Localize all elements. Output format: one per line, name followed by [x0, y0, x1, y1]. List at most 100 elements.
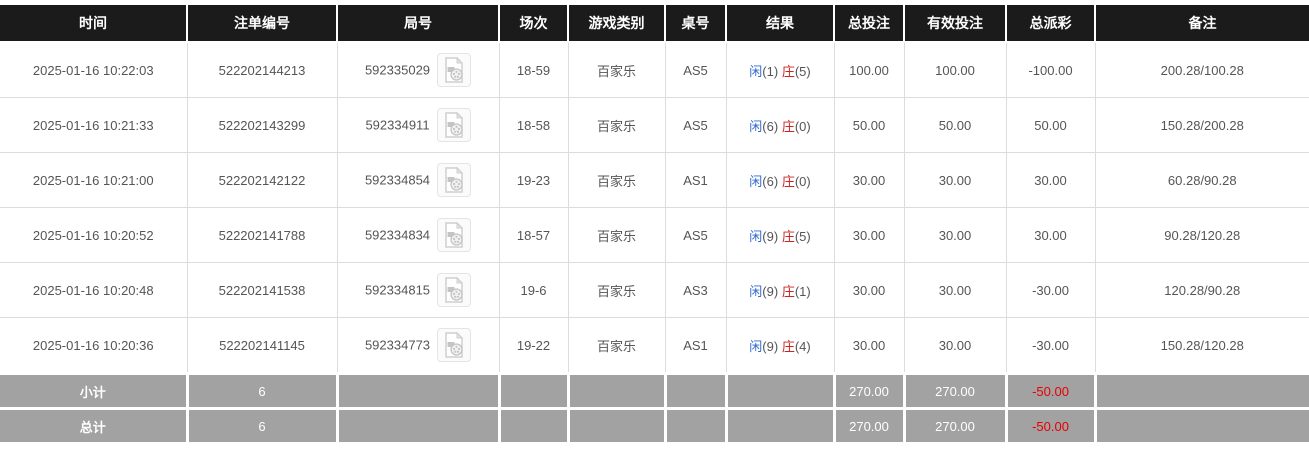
table-row: 2025-01-16 10:21:00 522202142122 5923348… — [0, 152, 1309, 208]
result-player-num: (1) — [762, 63, 779, 79]
result-cell: 闲(6) 庄(0) — [725, 97, 835, 153]
bet-id-cell: 522202144213 — [186, 41, 338, 98]
result-player-label: 闲 — [749, 338, 763, 354]
header-round-no: 局号 — [336, 3, 500, 43]
round-cell: 592334773 — [336, 317, 500, 374]
result-player-label: 闲 — [749, 283, 763, 299]
video-file-icon[interactable] — [437, 218, 472, 252]
total-bet-cell: 30.00 — [833, 317, 905, 374]
remark-cell: 200.28/100.28 — [1094, 41, 1309, 98]
result-player-label: 闲 — [749, 63, 763, 79]
payout-cell: -30.00 — [1005, 317, 1096, 374]
remark-cell: 150.28/200.28 — [1094, 97, 1309, 153]
result-player-num: (9) — [762, 283, 779, 299]
result-banker-num: (5) — [794, 63, 811, 79]
header-row: 时间 注单编号 局号 场次 游戏类别 桌号 结果 总投注 有效投注 总派彩 备注 — [0, 3, 1309, 43]
subtotal-empty — [566, 372, 667, 410]
remark-cell: 120.28/90.28 — [1094, 262, 1309, 318]
result-banker-label: 庄 — [781, 63, 795, 79]
video-file-icon[interactable] — [437, 273, 472, 307]
result-banker-num: (0) — [794, 173, 811, 189]
result-banker-num: (4) — [794, 338, 811, 354]
result-banker-num: (0) — [794, 118, 811, 134]
subtotal-empty — [724, 372, 836, 410]
grand-total-empty — [724, 407, 836, 445]
round-cell: 592334834 — [336, 207, 500, 263]
time-cell: 2025-01-16 10:21:33 — [0, 97, 188, 153]
result-banker-num: (1) — [794, 283, 811, 299]
subtotal-payout: -50.00 — [1004, 372, 1097, 410]
time-cell: 2025-01-16 10:20:48 — [0, 262, 188, 318]
result-banker-label: 庄 — [781, 118, 795, 134]
grand-total-empty — [1093, 407, 1309, 445]
table-body: 2025-01-16 10:22:03 522202144213 5923350… — [0, 41, 1309, 374]
table-no-cell: AS5 — [664, 97, 727, 153]
result-player-label: 闲 — [749, 228, 763, 244]
grand-total-empty — [497, 407, 570, 445]
summary-section: 小计 6 270.00 270.00 -50.00 总计 6 270.00 27… — [0, 372, 1309, 445]
video-file-icon[interactable] — [437, 163, 472, 197]
game-type-cell: 百家乐 — [567, 41, 666, 98]
grand-total-count: 6 — [185, 407, 339, 445]
header-remark: 备注 — [1094, 3, 1309, 43]
result-player-label: 闲 — [749, 173, 763, 189]
round-cell: 592335029 — [336, 41, 500, 98]
round-number: 592334854 — [364, 172, 431, 188]
table-header: 时间 注单编号 局号 场次 游戏类别 桌号 结果 总投注 有效投注 总派彩 备注 — [0, 3, 1309, 43]
table-no-cell: AS3 — [664, 262, 727, 318]
remark-cell: 90.28/120.28 — [1094, 207, 1309, 263]
bet-records-table: 时间 注单编号 局号 场次 游戏类别 桌号 结果 总投注 有效投注 总派彩 备注… — [0, 3, 1309, 445]
bet-id-cell: 522202143299 — [186, 97, 338, 153]
bet-id-cell: 522202141788 — [186, 207, 338, 263]
grand-total-row: 总计 6 270.00 270.00 -50.00 — [0, 407, 1309, 445]
time-cell: 2025-01-16 10:20:36 — [0, 317, 188, 374]
result-player-num: (6) — [762, 173, 779, 189]
result-cell: 闲(9) 庄(4) — [725, 317, 835, 374]
round-number: 592334773 — [364, 337, 431, 353]
game-type-cell: 百家乐 — [567, 207, 666, 263]
subtotal-valid-bet: 270.00 — [902, 372, 1008, 410]
grand-total-label: 总计 — [0, 407, 189, 445]
header-bet-id: 注单编号 — [186, 3, 338, 43]
game-type-cell: 百家乐 — [567, 262, 666, 318]
subtotal-label: 小计 — [0, 372, 189, 410]
subtotal-row: 小计 6 270.00 270.00 -50.00 — [0, 372, 1309, 410]
table-no-cell: AS1 — [664, 152, 727, 208]
round-number: 592334834 — [364, 227, 431, 243]
table-row: 2025-01-16 10:21:33 522202143299 5923349… — [0, 97, 1309, 153]
session-cell: 19-23 — [498, 152, 569, 208]
valid-bet-cell: 30.00 — [903, 207, 1007, 263]
subtotal-empty — [663, 372, 728, 410]
result-banker-label: 庄 — [781, 228, 795, 244]
table-row: 2025-01-16 10:20:48 522202141538 5923348… — [0, 262, 1309, 318]
valid-bet-cell: 30.00 — [903, 317, 1007, 374]
result-cell: 闲(9) 庄(1) — [725, 262, 835, 318]
round-cell: 592334815 — [336, 262, 500, 318]
result-cell: 闲(9) 庄(5) — [725, 207, 835, 263]
grand-total-valid-bet: 270.00 — [902, 407, 1008, 445]
table-no-cell: AS5 — [664, 41, 727, 98]
payout-cell: 30.00 — [1005, 207, 1096, 263]
remark-cell: 150.28/120.28 — [1094, 317, 1309, 374]
video-file-icon[interactable] — [437, 53, 472, 87]
time-cell: 2025-01-16 10:20:52 — [0, 207, 188, 263]
header-total-bet: 总投注 — [833, 3, 905, 43]
round-cell: 592334854 — [336, 152, 500, 208]
payout-cell: -30.00 — [1005, 262, 1096, 318]
subtotal-count: 6 — [185, 372, 339, 410]
valid-bet-cell: 100.00 — [903, 41, 1007, 98]
subtotal-empty — [1093, 372, 1309, 410]
game-type-cell: 百家乐 — [567, 317, 666, 374]
total-bet-cell: 30.00 — [833, 207, 905, 263]
result-banker-num: (5) — [794, 228, 811, 244]
header-session: 场次 — [498, 3, 569, 43]
bet-id-cell: 522202141538 — [186, 262, 338, 318]
time-cell: 2025-01-16 10:22:03 — [0, 41, 188, 98]
bet-id-cell: 522202141145 — [186, 317, 338, 374]
grand-total-total-bet: 270.00 — [832, 407, 906, 445]
total-bet-cell: 30.00 — [833, 152, 905, 208]
bet-id-cell: 522202142122 — [186, 152, 338, 208]
video-file-icon[interactable] — [436, 108, 471, 142]
result-player-num: (9) — [762, 338, 779, 354]
video-file-icon[interactable] — [437, 328, 472, 362]
